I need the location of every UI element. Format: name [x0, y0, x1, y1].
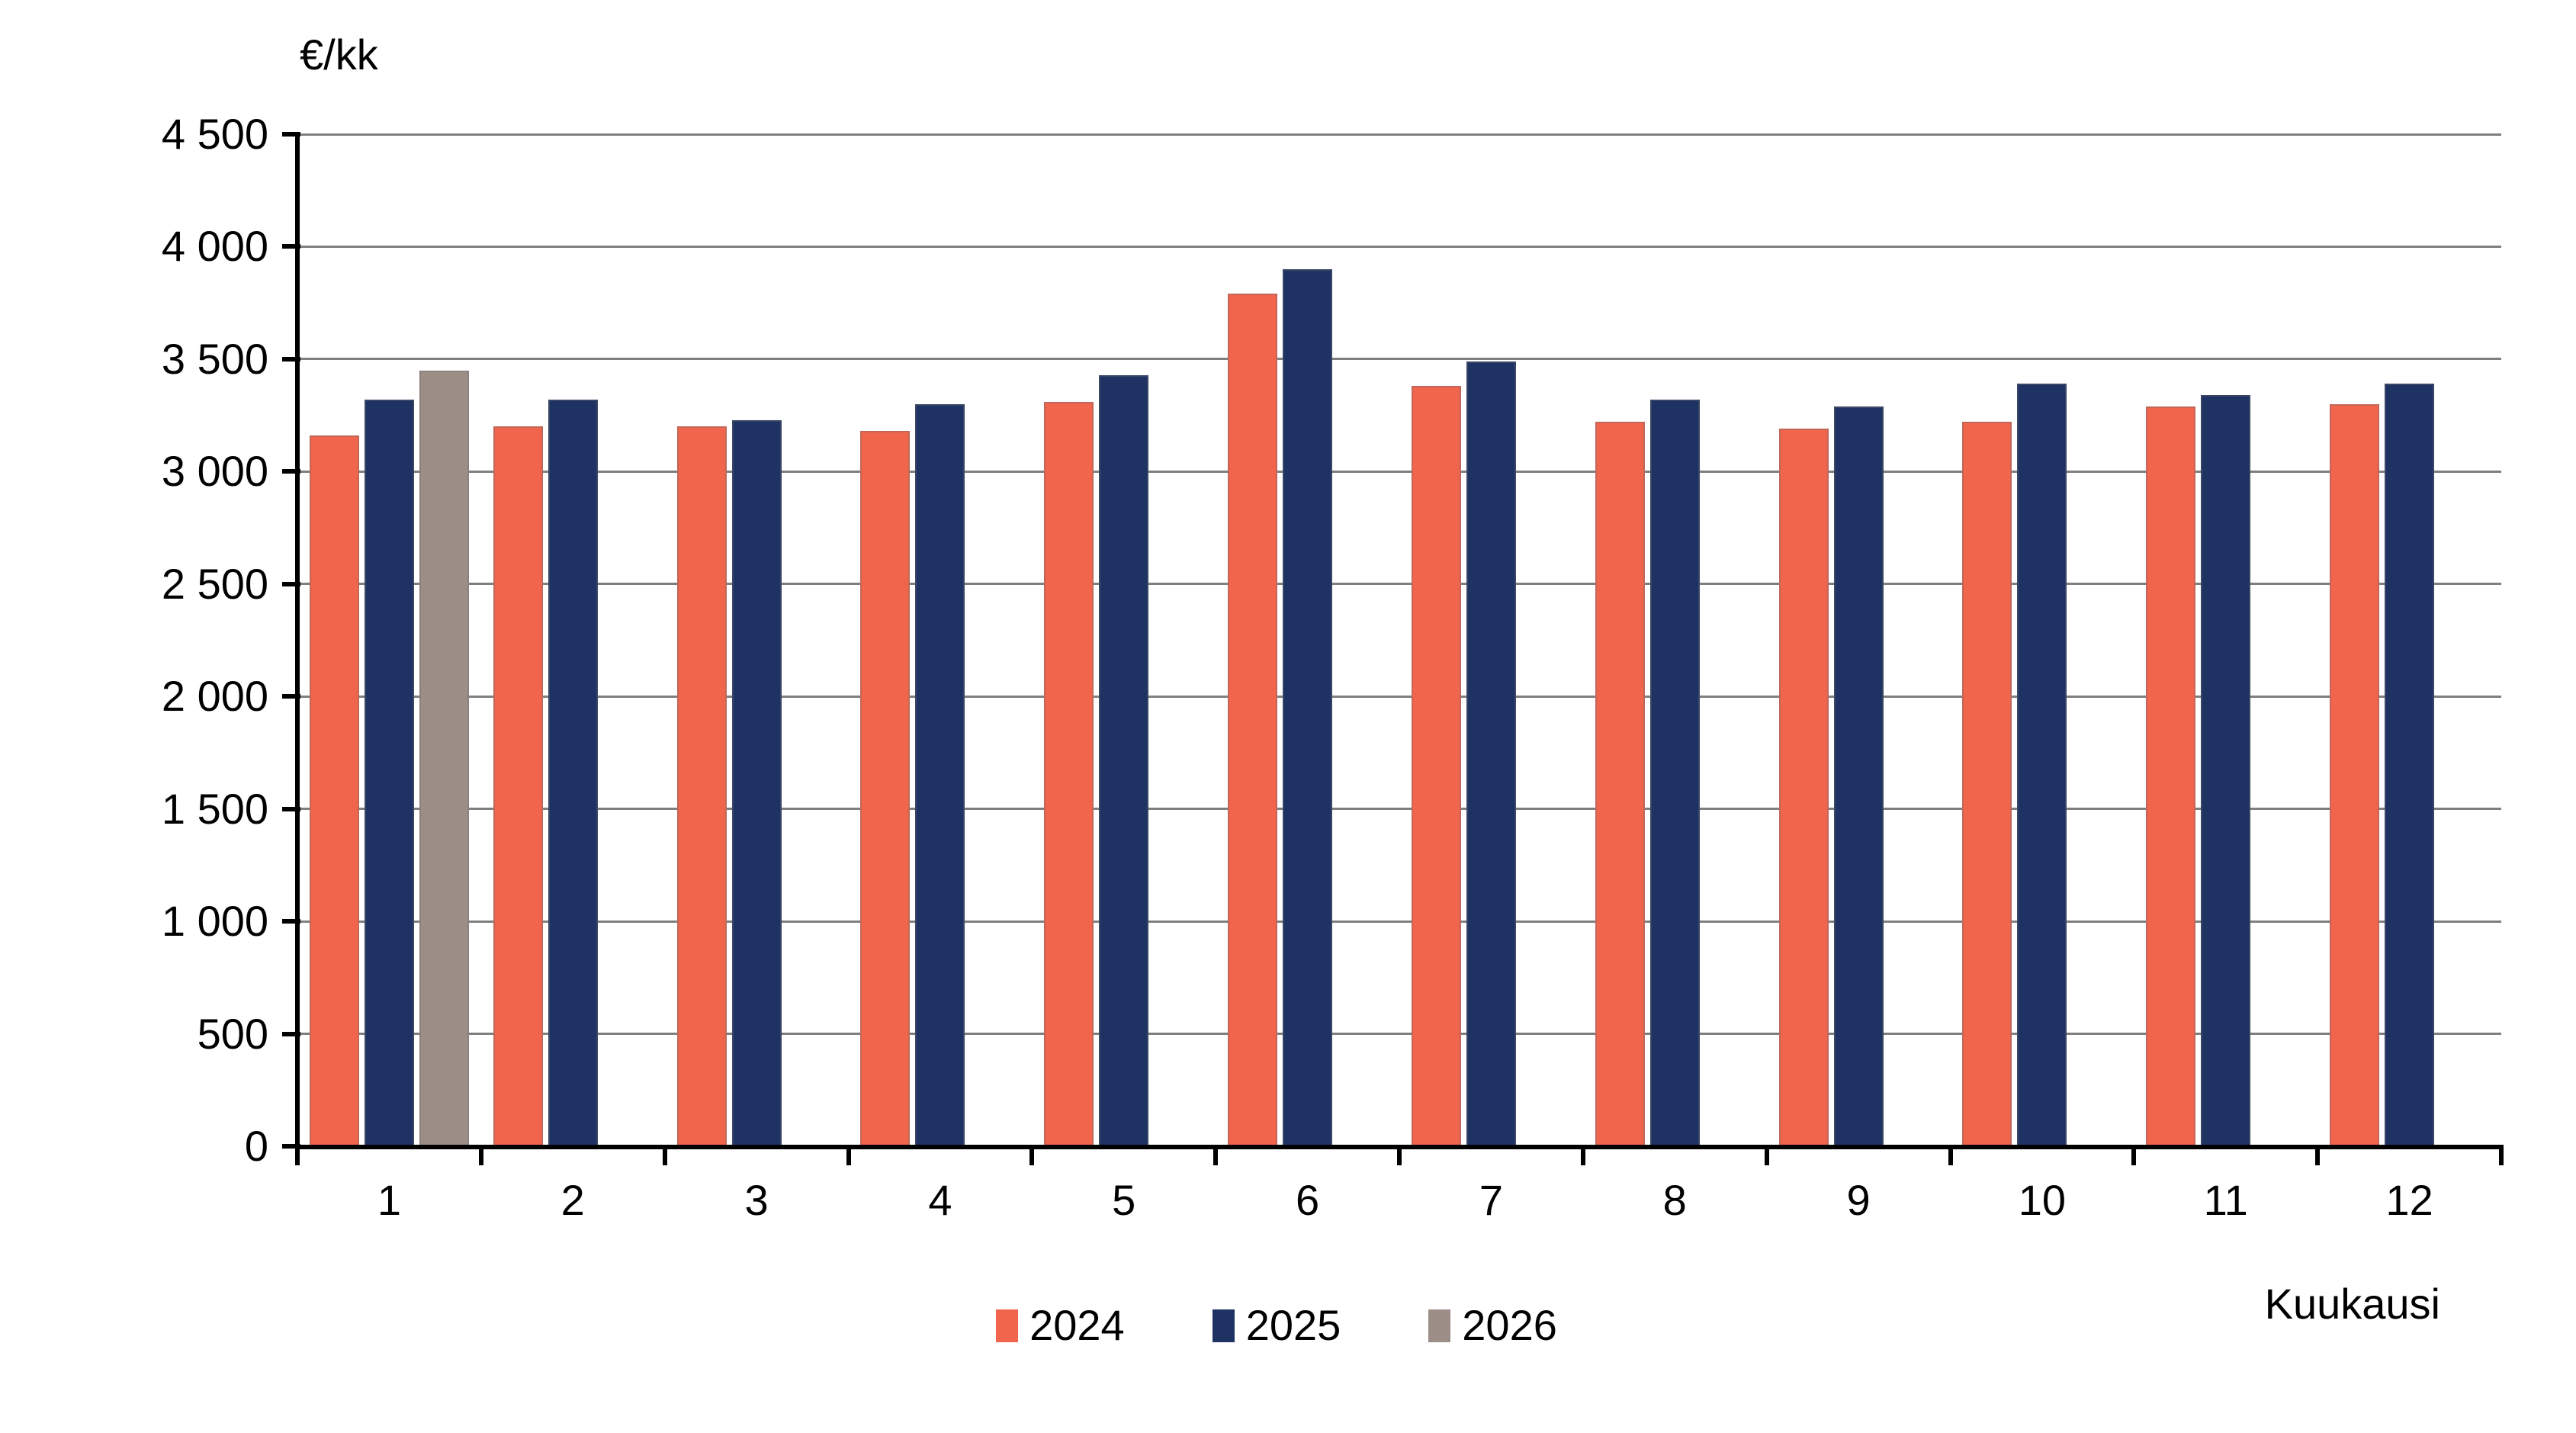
bar-2024-month-11 — [2146, 406, 2196, 1146]
x-axis-tick-label: 7 — [1479, 1176, 1503, 1224]
legend-marker-2025 — [1212, 1309, 1235, 1342]
bar-2025-month-4 — [915, 403, 965, 1146]
bar-2024-month-5 — [1044, 401, 1094, 1146]
x-axis-tick — [846, 1145, 851, 1165]
bar-2025-month-9 — [1833, 406, 1884, 1146]
y-axis-title: €/kk — [300, 31, 378, 79]
y-axis-tick-label: 4 000 — [161, 222, 268, 271]
bar-2024-month-3 — [676, 426, 727, 1146]
bar-2024-month-9 — [1778, 429, 1829, 1146]
x-axis-tick-label: 3 — [744, 1176, 769, 1224]
bar-2025-month-7 — [1466, 361, 1516, 1146]
x-axis-tick-label: 4 — [928, 1176, 952, 1224]
y-axis-tick — [282, 694, 300, 699]
gridline — [297, 245, 2501, 248]
y-axis-tick — [282, 1031, 300, 1036]
bar-2024-month-7 — [1411, 386, 1461, 1146]
bar-2026-month-1 — [419, 370, 469, 1146]
x-axis-tick-label: 5 — [1112, 1176, 1136, 1224]
y-axis-tick-label: 2 500 — [161, 559, 268, 608]
gridline — [297, 1033, 2501, 1036]
x-axis-tick — [1029, 1145, 1035, 1165]
y-axis-tick-label: 500 — [197, 1009, 268, 1058]
bar-2025-month-6 — [1283, 268, 1333, 1146]
bar-2025-month-1 — [364, 399, 414, 1146]
legend-item-2026: 2026 — [1428, 1301, 1557, 1350]
legend-label-2025: 2025 — [1245, 1301, 1341, 1349]
x-axis-tick — [1948, 1145, 1953, 1165]
y-axis-tick-label: 1 500 — [161, 784, 268, 833]
x-axis-tick — [2131, 1145, 2137, 1165]
x-axis-tick — [295, 1145, 300, 1165]
bar-2024-month-8 — [1595, 422, 1645, 1146]
bar-2025-month-3 — [731, 419, 782, 1146]
gridline — [297, 133, 2501, 136]
x-axis-tick — [662, 1145, 667, 1165]
gridline — [297, 695, 2501, 698]
x-axis-tick — [1764, 1145, 1769, 1165]
bar-2024-month-4 — [860, 431, 911, 1146]
bar-2025-month-12 — [2385, 384, 2435, 1146]
x-axis-tick — [1213, 1145, 1219, 1165]
y-axis-tick — [282, 244, 300, 249]
legend: 2024 2025 2026 — [0, 1301, 2565, 1350]
x-axis-title: Kuukausi — [2264, 1280, 2440, 1328]
bar-2024-month-6 — [1228, 294, 1278, 1146]
legend-label-2024: 2024 — [1029, 1301, 1125, 1349]
gridline — [297, 920, 2501, 923]
x-axis-tick-label: 12 — [2385, 1176, 2433, 1224]
bar-2025-month-8 — [1649, 399, 1700, 1146]
y-axis-tick — [282, 356, 300, 361]
x-axis-tick-label: 1 — [377, 1176, 401, 1224]
bar-2024-month-12 — [2330, 403, 2380, 1146]
x-axis-tick-label: 9 — [1846, 1176, 1871, 1224]
gridline — [297, 470, 2501, 473]
y-axis-tick — [282, 132, 300, 137]
bar-2024-month-1 — [309, 435, 359, 1146]
x-axis-tick — [1397, 1145, 1402, 1165]
gridline — [297, 358, 2501, 361]
y-axis-tick-label: 4 500 — [161, 110, 268, 158]
x-axis-tick — [1580, 1145, 1585, 1165]
legend-marker-2026 — [1428, 1309, 1451, 1342]
bar-2024-month-10 — [1962, 422, 2012, 1146]
y-axis-line — [295, 132, 300, 1165]
legend-marker-2024 — [996, 1309, 1019, 1342]
legend-item-2024: 2024 — [996, 1301, 1125, 1350]
gridline — [297, 583, 2501, 586]
y-axis-tick — [282, 806, 300, 811]
x-axis-tick-label: 10 — [2018, 1176, 2067, 1224]
y-axis-tick — [282, 1144, 300, 1149]
legend-item-2025: 2025 — [1212, 1301, 1341, 1350]
bar-2024-month-2 — [493, 426, 543, 1146]
y-axis-tick — [282, 581, 300, 586]
y-axis-tick-label: 3 500 — [161, 334, 268, 383]
legend-label-2026: 2026 — [1462, 1301, 1557, 1349]
x-axis-tick-label: 6 — [1296, 1176, 1320, 1224]
bar-2025-month-10 — [2017, 384, 2067, 1146]
y-axis-tick-label: 3 000 — [161, 447, 268, 496]
gridline — [297, 808, 2501, 811]
x-axis-tick — [2315, 1145, 2321, 1165]
bar-2025-month-5 — [1099, 374, 1149, 1146]
x-axis-tick-label: 8 — [1662, 1176, 1687, 1224]
x-axis-tick — [2499, 1145, 2504, 1165]
x-axis-tick-label: 2 — [560, 1176, 585, 1224]
y-axis-tick-label: 2 000 — [161, 672, 268, 721]
x-axis-tick-label: 11 — [2203, 1176, 2248, 1224]
bar-2025-month-2 — [548, 399, 598, 1146]
bar-2025-month-11 — [2201, 395, 2251, 1146]
y-axis-tick — [282, 469, 300, 474]
y-axis-tick-label: 0 — [244, 1122, 268, 1170]
x-axis-tick — [478, 1145, 483, 1165]
y-axis-tick — [282, 919, 300, 924]
y-axis-tick-label: 1 000 — [161, 897, 268, 946]
